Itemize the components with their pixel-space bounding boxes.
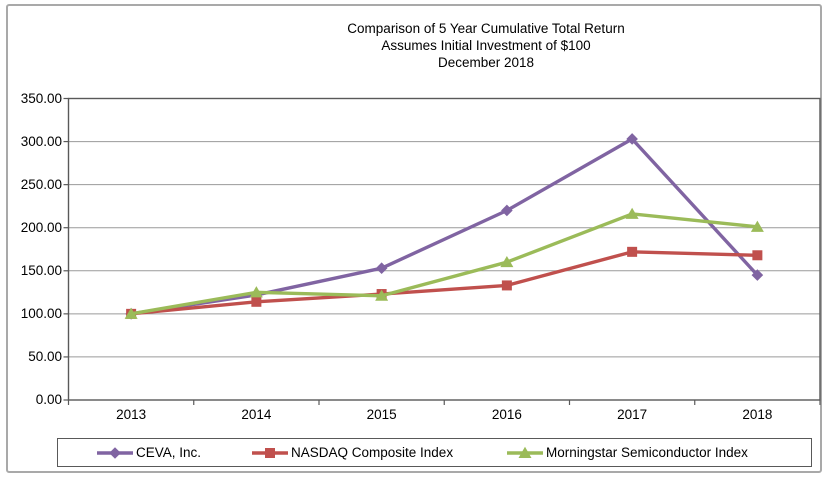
x-tick-label: 2017 [617,407,648,422]
x-tick-label: 2015 [366,407,397,422]
series-line-square [129,250,760,316]
series-line-triangle [129,212,760,316]
y-tick-label: 350.00 [20,90,62,106]
title-line-1: Comparison of 5 Year Cumulative Total Re… [347,21,625,36]
y-tick-label: 0.00 [35,392,62,407]
legend-label: CEVA, Inc. [136,445,202,460]
legend-marker-graphic [507,446,543,458]
diamond-data-point [626,133,638,145]
y-tick-label: 300.00 [20,133,62,149]
square-data-point [265,447,275,458]
triangle-data-point [124,307,138,319]
y-tick-label: 250.00 [20,176,62,192]
legend-marker-triangle-icon [506,445,546,461]
triangle-data-point [625,207,639,219]
legend-marker-square-icon [251,445,291,461]
series-line-diamond [129,137,760,316]
legend-item-nasdaq[interactable]: NASDAQ Composite Index [251,439,453,466]
legend-item-ceva[interactable]: CEVA, Inc. [96,439,201,466]
x-tick-label: 2013 [116,407,147,422]
triangle-data-point [518,446,532,458]
legend-marker-diamond-icon [96,445,136,461]
diamond-data-point [751,269,764,281]
legend-label: Morningstar Semiconductor Index [546,445,748,460]
triangle-data-point [750,220,764,232]
triangle-data-point [249,286,263,298]
legend-marker-graphic [97,446,133,459]
diamond-data-point [375,262,388,275]
title-line-2: Assumes Initial Investment of $100 [381,38,591,53]
legend: CEVA, Inc. NASDAQ Composite Index Mornin… [57,438,812,467]
y-tick-label: 100.00 [20,305,62,321]
diamond-data-point [109,446,121,459]
square-data-point [251,296,262,307]
triangle-data-point [375,289,389,301]
x-tick-label: 2016 [491,407,522,422]
legend-marker-graphic [252,447,288,458]
triangle-data-point [500,255,514,268]
x-tick-label: 2018 [742,407,773,422]
diamond-data-point [501,204,513,217]
title-line-3: December 2018 [437,55,535,70]
legend-item-morningstar[interactable]: Morningstar Semiconductor Index [506,439,748,466]
legend-label: NASDAQ Composite Index [291,445,454,460]
chart-title: Comparison of 5 Year Cumulative Total Re… [142,20,829,71]
plot-border [67,97,821,401]
square-data-point [501,280,512,291]
chart-frame-border [6,4,822,473]
y-tick-label: 50.00 [28,348,62,364]
y-tick-label: 200.00 [20,219,62,235]
square-data-point [627,246,638,257]
x-tick-label: 2014 [241,407,272,422]
y-tick-label: 150.00 [20,262,62,278]
square-data-point [752,250,763,261]
